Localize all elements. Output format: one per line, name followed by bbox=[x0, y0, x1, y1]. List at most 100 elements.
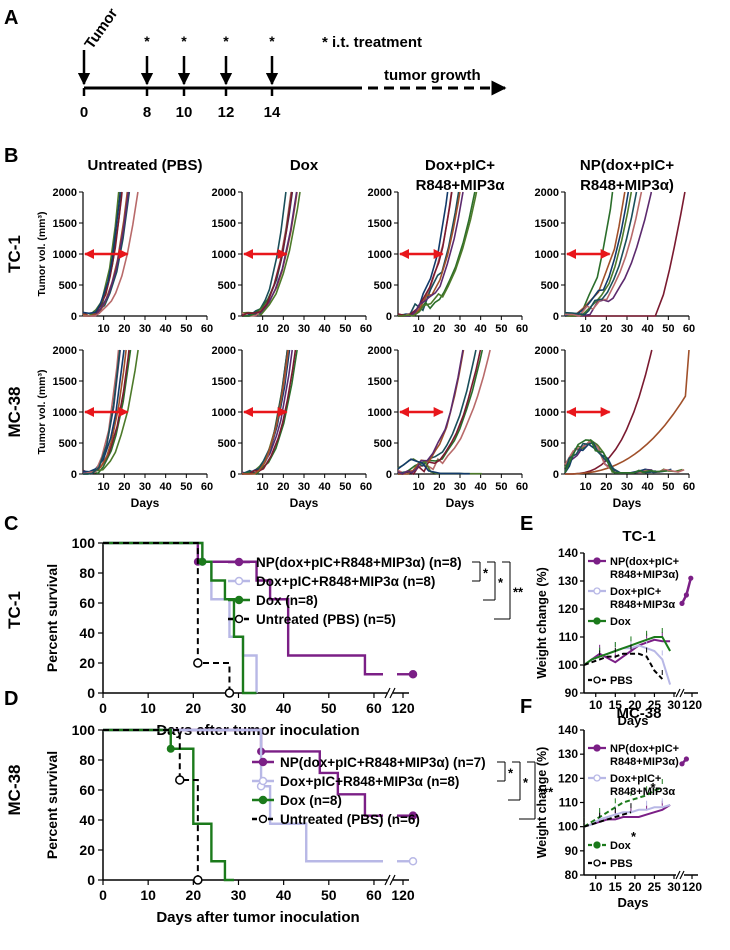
tumor-growth-curve bbox=[82, 349, 121, 475]
legend-label: R848+MIP3α) bbox=[610, 756, 679, 768]
x-tick-label: 60 bbox=[201, 323, 213, 335]
x-tick-label: 30 bbox=[139, 323, 151, 335]
y-axis-title: Weight change (%) bbox=[535, 567, 549, 679]
y-tick-label: 0 bbox=[71, 469, 77, 481]
tumor-growth-curve bbox=[82, 191, 121, 315]
x-tick-label: 40 bbox=[276, 700, 292, 716]
x-tick-label: 20 bbox=[433, 323, 445, 335]
x-tick-label: 120 bbox=[391, 700, 415, 716]
panel-label-c: C bbox=[4, 513, 18, 535]
y-tick-label: 0 bbox=[230, 469, 236, 481]
x-tick-label: 50 bbox=[662, 481, 674, 493]
y-tick-label: 2000 bbox=[368, 187, 392, 199]
timeline-day-label: 14 bbox=[264, 104, 281, 121]
y-tick-label: 1500 bbox=[368, 218, 392, 230]
x-tick-label: 25 bbox=[648, 698, 662, 712]
y-tick-label: 2000 bbox=[368, 345, 392, 357]
x-tick-label: 60 bbox=[360, 323, 372, 335]
x-tick-label: 40 bbox=[319, 481, 331, 493]
legend-label: Dox bbox=[610, 840, 632, 852]
y-tick-label: 1000 bbox=[535, 407, 559, 419]
y-tick-label: 140 bbox=[558, 546, 578, 560]
x-tick-label: 15 bbox=[609, 880, 623, 894]
y-tick-label: 60 bbox=[79, 782, 95, 798]
x-tick-label: 60 bbox=[366, 700, 382, 716]
data-point bbox=[679, 761, 685, 767]
tumor-growth-curve bbox=[241, 191, 293, 317]
y-tick-label: 0 bbox=[386, 311, 392, 323]
legend-label: NP(dox+pIC+ bbox=[610, 556, 679, 568]
x-tick-label: 15 bbox=[609, 698, 623, 712]
panel-label-d: D bbox=[4, 688, 18, 710]
axis-break-mark bbox=[675, 688, 681, 698]
treatment-star: * bbox=[181, 33, 187, 49]
x-tick-label: 120 bbox=[391, 887, 415, 903]
x-tick-label: 40 bbox=[475, 481, 487, 493]
x-tick-label: 50 bbox=[321, 887, 337, 903]
x-tick-label: 30 bbox=[667, 880, 681, 894]
y-tick-label: 110 bbox=[559, 630, 579, 644]
y-tick-label: 140 bbox=[558, 723, 578, 737]
y-tick-label: 100 bbox=[558, 658, 578, 672]
x-tick-label: 50 bbox=[662, 323, 674, 335]
tumor-growth-curve bbox=[564, 191, 643, 317]
x-tick-label: 50 bbox=[339, 481, 351, 493]
x-tick-label: 10 bbox=[140, 700, 156, 716]
y-tick-label: 120 bbox=[558, 602, 578, 616]
chart-title: TC-1 bbox=[622, 528, 655, 545]
tumor-growth-curve bbox=[565, 191, 633, 317]
x-tick-label: 20 bbox=[628, 880, 642, 894]
tumor-growth-curve bbox=[564, 440, 685, 474]
x-tick-label: 30 bbox=[621, 481, 633, 493]
x-tick-label: 40 bbox=[642, 323, 654, 335]
spaghetti-plot: 0 500 1000 1500 2000 10 20 30 40 50 60 Days bbox=[368, 345, 529, 510]
legend-marker bbox=[593, 744, 601, 752]
y-tick-label: 1500 bbox=[535, 376, 559, 388]
data-point bbox=[679, 600, 685, 607]
panel-label-f: F bbox=[520, 696, 532, 718]
x-tick-label: 20 bbox=[118, 323, 130, 335]
legend-marker bbox=[593, 676, 601, 684]
y-tick-label: 40 bbox=[79, 812, 95, 828]
x-tick-label: 40 bbox=[160, 481, 172, 493]
y-tick-label: 500 bbox=[374, 438, 392, 450]
x-tick-label: 10 bbox=[589, 880, 603, 894]
y-tick-label: 500 bbox=[541, 438, 559, 450]
censor-marker bbox=[408, 670, 418, 679]
censor-marker bbox=[175, 775, 185, 785]
dox-survival-curve bbox=[103, 728, 234, 882]
tumor-growth-curve bbox=[83, 191, 139, 317]
x-tick-label: 30 bbox=[139, 481, 151, 493]
tumor-growth-curve bbox=[241, 349, 289, 475]
legend-label: R848+MIP3α bbox=[610, 599, 675, 611]
legend-marker bbox=[593, 841, 601, 849]
y-axis-title: Weight change (%) bbox=[535, 747, 549, 859]
y-tick-label: 20 bbox=[79, 842, 95, 858]
y-tick-label: 0 bbox=[553, 311, 559, 323]
spaghetti-plot: 0 500 1000 1500 2000 10 20 30 40 50 60 bbox=[212, 187, 373, 335]
x-axis-title: Days bbox=[617, 895, 648, 910]
x-tick-label: 30 bbox=[454, 323, 466, 335]
legend-label: Dox+pIC+R848+MIP3α (n=8) bbox=[256, 574, 435, 589]
axis-break-mark bbox=[384, 874, 391, 886]
y-tick-label: 100 bbox=[558, 820, 578, 834]
y-tick-label: 90 bbox=[565, 686, 579, 700]
y-tick-label: 0 bbox=[230, 311, 236, 323]
x-tick-label: 20 bbox=[277, 481, 289, 493]
x-axis-title: Days bbox=[617, 713, 648, 728]
x-tick-label: 50 bbox=[495, 323, 507, 335]
y-tick-label: 2000 bbox=[535, 345, 559, 357]
legend-label: NP(dox+pIC+R848+MIP3α) (n=7) bbox=[280, 755, 486, 770]
x-tick-label: 30 bbox=[231, 700, 247, 716]
significance-label: * bbox=[523, 775, 529, 790]
legend-label: Dox+pIC+ bbox=[610, 586, 661, 598]
y-tick-label: 2000 bbox=[212, 345, 236, 357]
x-tick-label: 10 bbox=[580, 481, 592, 493]
data-point bbox=[683, 756, 690, 762]
x-tick-label: 20 bbox=[277, 323, 289, 335]
x-tick-label: 60 bbox=[360, 481, 372, 493]
legend-label: Untreated (PBS) (n=5) bbox=[256, 612, 396, 627]
y-tick-label: 60 bbox=[79, 595, 95, 611]
tumor-label: Tumor bbox=[81, 5, 121, 52]
